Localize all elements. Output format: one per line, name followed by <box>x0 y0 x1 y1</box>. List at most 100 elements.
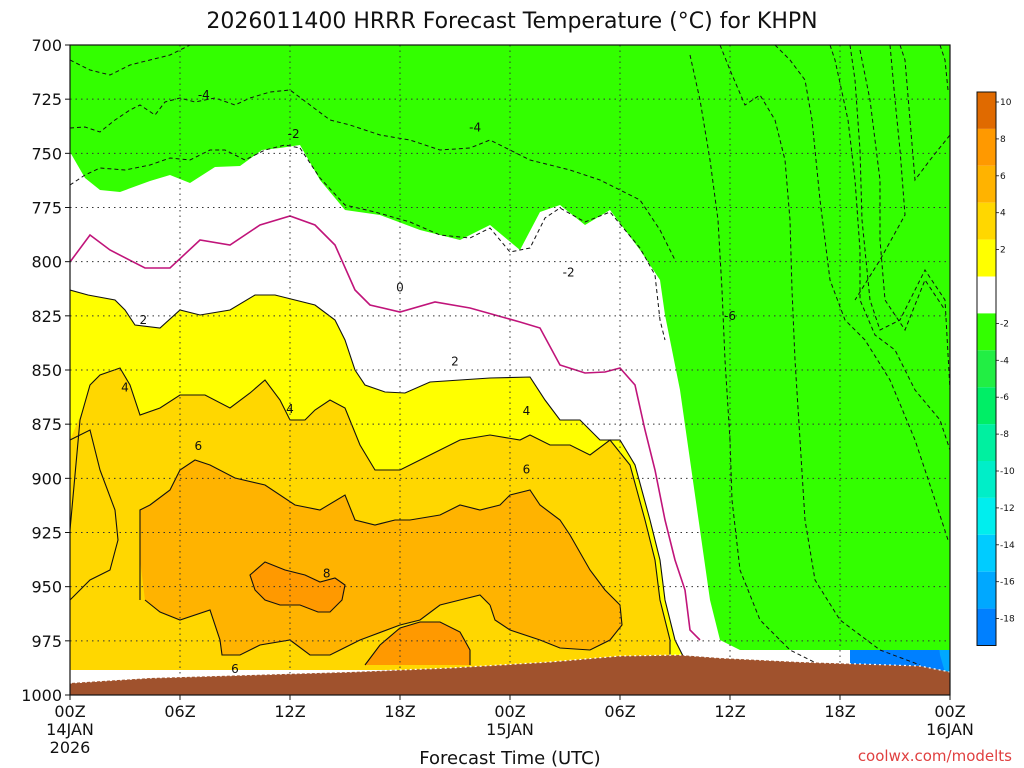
dashed-contour-8 <box>849 45 950 391</box>
contour-label-10: 4 <box>523 404 531 418</box>
x-axis-label: Forecast Time (UTC) <box>419 748 600 768</box>
dashed-contour-11 <box>899 45 950 182</box>
colorbar-label-1: 8 <box>1000 135 1006 145</box>
plot-area <box>70 45 950 695</box>
x-tick-label-4: 00Z <box>494 702 525 721</box>
dashed-contour-1 <box>70 89 676 261</box>
y-tick-label-10: 950 <box>31 578 62 597</box>
colorbar-label-0: 10 <box>1000 98 1012 108</box>
zero-contour <box>70 215 701 641</box>
x-tick-year-0: 2026 <box>50 738 91 757</box>
grid-lines <box>70 45 950 695</box>
contour-label-14: 6 <box>231 662 239 676</box>
terrain-fill <box>70 655 950 695</box>
colorbar-label-14: -18 <box>1000 615 1015 625</box>
solid-contour-0 <box>70 289 691 671</box>
colorbar-swatch-2 <box>977 165 996 203</box>
temp-region-12 <box>140 460 622 655</box>
contour-label-12: 6 <box>523 463 531 477</box>
colorbar-swatch-7 <box>977 350 996 388</box>
contour-lines <box>70 45 950 671</box>
credit-text[interactable]: coolwx.com/modelts <box>858 747 1012 765</box>
y-tick-label-6: 850 <box>31 361 62 380</box>
contour-label-4: -2 <box>563 266 575 280</box>
colorbar-label-6: -2 <box>1000 319 1009 329</box>
contour-label-13: 8 <box>323 567 331 581</box>
contour-label-8: 2 <box>451 354 459 368</box>
contour-label-1: -2 <box>288 127 300 141</box>
colorbar-swatch-4 <box>977 239 996 277</box>
x-tick-date-4: 15JAN <box>486 720 534 739</box>
contour-label-2: -4 <box>469 120 481 134</box>
dashed-contour-7 <box>829 45 950 451</box>
colorbar-swatch-6 <box>977 313 996 351</box>
colorbar-swatch-9 <box>977 424 996 461</box>
y-tick-label-7: 875 <box>31 415 62 434</box>
temp-region-13 <box>250 562 345 612</box>
y-axis: 700 725 750 775 800 825 850 875 900 925 950 975 1000 <box>21 36 70 705</box>
y-tick-label-5: 825 <box>31 307 62 326</box>
colorbar-swatch-3 <box>977 202 996 240</box>
colorbar-label-3: 4 <box>1000 209 1006 219</box>
colorbar-swatch-12 <box>977 534 996 572</box>
contour-label-3: 0 <box>396 281 404 295</box>
solid-contour-5 <box>249 561 346 613</box>
dashed-contour-5 <box>719 45 921 666</box>
solid-contour-4 <box>144 594 491 656</box>
colorbar-label-10: -10 <box>1000 467 1015 477</box>
contour-label-6: 2 <box>140 313 148 327</box>
solid-contour-2 <box>70 429 119 601</box>
x-tick-label-5: 06Z <box>604 702 635 721</box>
x-tick-label-8: 00Z <box>934 702 965 721</box>
contour-label-0: -4 <box>198 88 210 102</box>
colorbar-swatch-10 <box>977 461 996 498</box>
colorbar: 10 8 6 4 2 -2 -4 -6 -8 -10 -12 -14 -16 -18 <box>976 91 1015 646</box>
dashed-contour-12 <box>939 45 949 91</box>
x-tick-label-3: 18Z <box>384 702 415 721</box>
colorbar-swatch-11 <box>977 497 996 535</box>
y-tick-label-8: 900 <box>31 469 62 488</box>
colorbar-label-12: -14 <box>1000 541 1015 551</box>
y-tick-label-2: 750 <box>31 144 62 163</box>
dashed-contour-2 <box>70 144 301 186</box>
colorbar-swatch-1 <box>977 128 996 166</box>
x-tick-label-7: 18Z <box>824 702 855 721</box>
colorbar-frame <box>976 91 997 646</box>
colorbar-label-4: 2 <box>1000 246 1006 256</box>
colorbar-swatch-5 <box>977 276 996 314</box>
colorbar-swatch-14 <box>977 608 996 646</box>
x-tick-label-6: 12Z <box>714 702 745 721</box>
x-tick-date-8: 16JAN <box>926 720 974 739</box>
colorbar-swatch-8 <box>977 387 996 425</box>
solid-contour-1 <box>70 367 671 668</box>
contour-label-11: 6 <box>195 439 203 453</box>
colorbar-label-9: -8 <box>1000 430 1009 440</box>
temp-region-14 <box>365 622 470 665</box>
terrain-ground <box>70 654 950 695</box>
chart-title: 2026011400 HRRR Forecast Temperature (°C… <box>206 9 817 34</box>
contour-label-7: 4 <box>121 380 129 394</box>
contour-label-5: -6 <box>724 309 736 323</box>
colorbar-label-13: -16 <box>1000 578 1015 588</box>
y-tick-label-3: 775 <box>31 199 62 218</box>
terrain-edge <box>70 654 950 684</box>
dashed-contour-0 <box>70 45 191 76</box>
x-tick-label-1: 06Z <box>164 702 195 721</box>
solid-contour-6 <box>364 621 471 666</box>
temperature-fills <box>70 45 950 695</box>
colorbar-label-2: 6 <box>1000 172 1006 182</box>
contour-label-9: 4 <box>286 402 294 416</box>
colorbar-swatch-13 <box>977 571 996 609</box>
x-tick-date-0: 14JAN <box>46 720 94 739</box>
x-tick-label-2: 12Z <box>274 702 305 721</box>
x-tick-label-0: 00Z <box>54 702 85 721</box>
colorbar-label-7: -4 <box>1000 356 1009 366</box>
dashed-contour-3 <box>299 147 666 341</box>
y-tick-label-1: 725 <box>31 90 62 109</box>
contour-labels: -4 -2 -4 0 -2 -6 2 4 2 4 4 6 6 8 6 <box>121 88 736 676</box>
colorbar-label-8: -6 <box>1000 393 1009 403</box>
colorbar-swatch-0 <box>977 92 996 129</box>
y-tick-label-9: 925 <box>31 524 62 543</box>
